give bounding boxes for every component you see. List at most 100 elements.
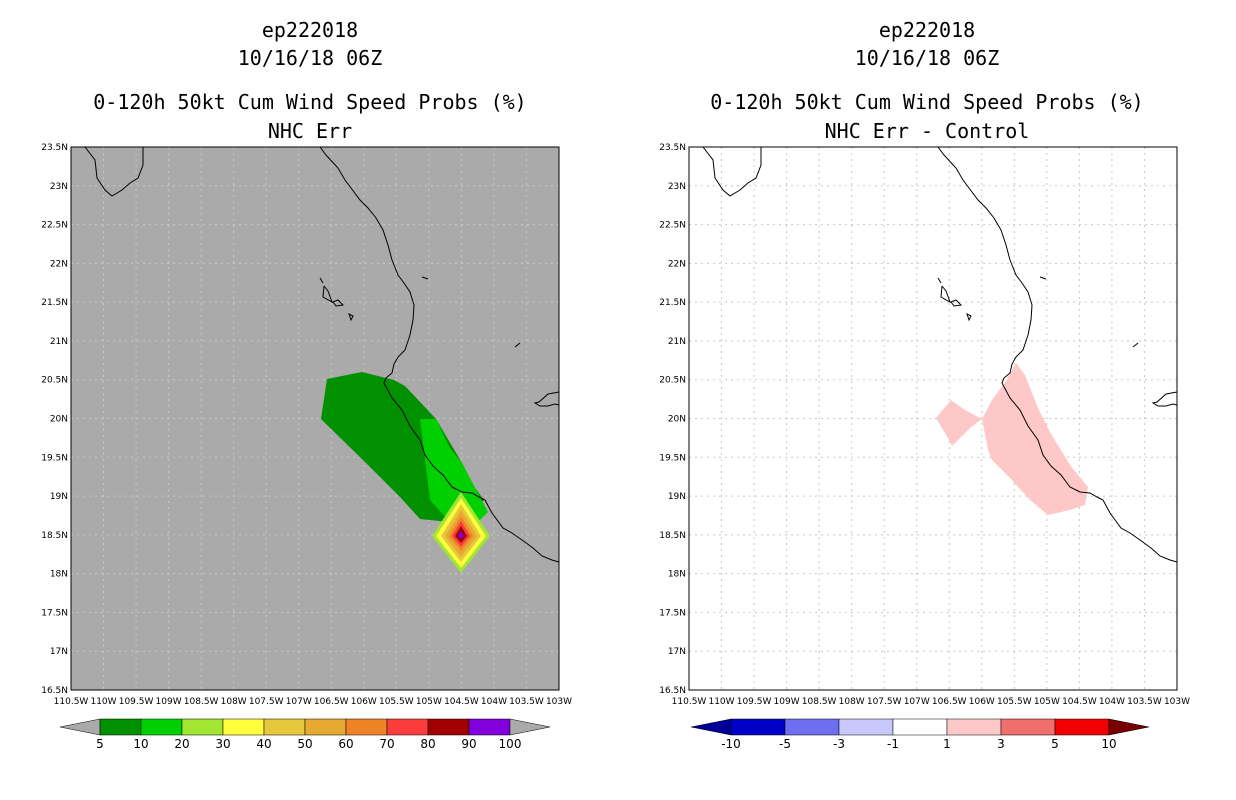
colorbar-label: -10 [721, 737, 741, 751]
lat-tick-label: 18N [50, 570, 68, 580]
lon-tick-label: 109.5W [737, 697, 772, 707]
right-coastline [702, 146, 1178, 563]
colorbar-label: 60 [338, 737, 353, 751]
colorbar-label: 70 [379, 737, 394, 751]
lon-tick-label: 106W [969, 697, 995, 707]
lon-tick-label: 103W [546, 697, 572, 707]
colorbar-label: 10 [1101, 737, 1116, 751]
lon-tick-label: 108W [839, 697, 865, 707]
lon-tick-label: 109W [156, 697, 182, 707]
lat-tick-label: 19N [668, 492, 686, 502]
lat-tick-label: 18.5N [659, 531, 686, 541]
right-lat-labels: 23.5N 23N 22.5N 22N 21.5N 21N 20.5N 20N 19.5N 19N… [659, 143, 686, 696]
lon-tick-label: 104.5W [444, 697, 479, 707]
diff-contour-1-3-east [982, 363, 1088, 515]
left-title-storm: ep222018 [261, 18, 359, 42]
lat-tick-label: 23N [50, 182, 68, 192]
lon-tick-label: 110.5W [672, 697, 707, 707]
lon-tick-label: 109W [774, 697, 800, 707]
lon-tick-label: 108W [221, 697, 247, 707]
colorbar-swatch [1000, 718, 1056, 736]
lat-tick-label: 20N [668, 415, 686, 425]
lat-tick-label: 22N [668, 259, 686, 269]
right-grid [689, 147, 1177, 690]
colorbar-swatch [946, 718, 1002, 736]
colorbar-under-arrow [690, 718, 732, 736]
lat-tick-label: 23.5N [659, 143, 686, 153]
colorbar-label: 10 [133, 737, 148, 751]
colorbar-label: 20 [174, 737, 189, 751]
colorbar-over-arrow [1108, 718, 1150, 736]
contour-90 [458, 531, 464, 539]
lat-tick-label: 17.5N [41, 608, 68, 618]
colorbar-swatch [427, 718, 470, 736]
right-title-product: 0-120h 50kt Cum Wind Speed Probs (%) [710, 90, 1144, 114]
lat-tick-label: 16.5N [41, 686, 68, 696]
colorbar-label: 30 [215, 737, 230, 751]
lat-tick-label: 21.5N [659, 298, 686, 308]
colorbar-swatch [386, 718, 429, 736]
colorbar-swatch [222, 718, 265, 736]
colorbar-swatch [784, 718, 840, 736]
left-title-date: 10/16/18 06Z [237, 46, 383, 70]
lon-tick-label: 108.5W [802, 697, 837, 707]
left-lon-labels: 110.5W 110W 109.5W 109W 108.5W 108W 107.5W 107W… [54, 697, 572, 707]
lon-tick-label: 107.5W [867, 697, 902, 707]
lon-tick-label: 106.5W [932, 697, 967, 707]
lat-tick-label: 22.5N [659, 221, 686, 231]
lat-tick-label: 18.5N [41, 531, 68, 541]
colorbar-swatch [730, 718, 786, 736]
lat-tick-label: 22N [50, 259, 68, 269]
colorbar-swatch [1054, 718, 1110, 736]
lat-tick-label: 19.5N [659, 453, 686, 463]
colorbar-label: 1 [943, 737, 951, 751]
lat-tick-label: 17N [668, 647, 686, 657]
lat-tick-label: 20N [50, 415, 68, 425]
lat-tick-label: 21N [50, 337, 68, 347]
colorbar-swatch [140, 718, 183, 736]
left-probability-contours [321, 372, 490, 573]
lat-tick-label: 23.5N [41, 143, 68, 153]
colorbar-label: -5 [779, 737, 791, 751]
colorbar-label: 50 [297, 737, 312, 751]
lon-tick-label: 104W [1099, 697, 1125, 707]
right-map-background [689, 147, 1177, 690]
lon-tick-label: 105W [416, 697, 442, 707]
left-lat-labels: 23.5N 23N 22.5N 22N 21.5N 21N 20.5N 20N 19.5N 19N… [41, 143, 68, 696]
lat-tick-label: 18N [668, 570, 686, 580]
colorbar-swatch [345, 718, 388, 736]
right-map: 23.5N 23N 22.5N 22N 21.5N 21N 20.5N 20N 19.5N 19N… [659, 143, 1190, 751]
colorbar-swatch [181, 718, 224, 736]
lon-tick-label: 107.5W [249, 697, 284, 707]
colorbar-label: 3 [997, 737, 1005, 751]
lon-tick-label: 108.5W [184, 697, 219, 707]
right-title-date: 10/16/18 06Z [854, 46, 1000, 70]
lat-tick-label: 21.5N [41, 298, 68, 308]
lon-tick-label: 104.5W [1062, 697, 1097, 707]
colorbar-label: -3 [833, 737, 845, 751]
right-colorbar: -10 -5 -3 -1 1 3 5 10 [690, 718, 1150, 751]
left-colorbar: 5 10 20 30 40 50 60 70 80 90 100 [59, 718, 551, 751]
colorbar-over-arrow [509, 718, 551, 736]
colorbar-label: 40 [256, 737, 271, 751]
colorbar-label: 90 [461, 737, 476, 751]
right-map-frame [688, 146, 1178, 691]
lon-tick-label: 104W [481, 697, 507, 707]
lat-tick-label: 16.5N [659, 686, 686, 696]
lon-tick-label: 105W [1034, 697, 1060, 707]
lat-tick-label: 19N [50, 492, 68, 502]
lon-tick-label: 110W [90, 697, 116, 707]
right-lon-labels: 110.5W 110W 109.5W 109W 108.5W 108W 107.5W 107W… [672, 697, 1190, 707]
left-map: 23.5N 23N 22.5N 22N 21.5N 21N 20.5N 20N 19.5N 19N… [41, 143, 572, 751]
lon-tick-label: 103.5W [1127, 697, 1162, 707]
lon-tick-label: 106.5W [314, 697, 349, 707]
colorbar-swatch [304, 718, 347, 736]
lat-tick-label: 19.5N [41, 453, 68, 463]
lat-tick-label: 23N [668, 182, 686, 192]
lon-tick-label: 106W [351, 697, 377, 707]
lon-tick-label: 105.5W [997, 697, 1032, 707]
contour-10 [420, 419, 488, 522]
lat-tick-label: 20.5N [659, 376, 686, 386]
lon-tick-label: 110.5W [54, 697, 89, 707]
lon-tick-label: 107W [286, 697, 312, 707]
